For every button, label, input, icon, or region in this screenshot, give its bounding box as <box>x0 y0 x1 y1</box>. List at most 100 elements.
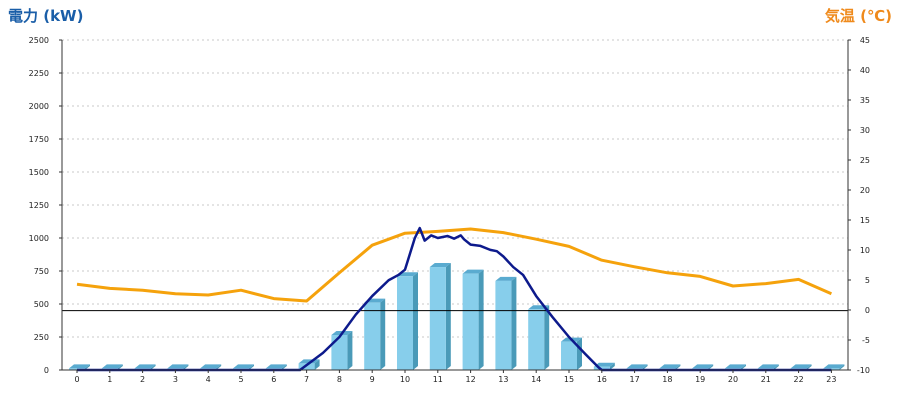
right-axis-ticks: -10 -5 0 5 10 15 20 25 30 35 40 45 <box>848 36 870 375</box>
bar-side <box>85 364 90 370</box>
right-tick-label: 30 <box>860 126 870 135</box>
x-tick-label: 7 <box>304 375 309 384</box>
bar-top <box>790 364 812 369</box>
bar-top <box>200 364 222 369</box>
x-tick-label: 3 <box>173 375 178 384</box>
bar <box>462 269 484 370</box>
right-tick-label: -5 <box>862 336 870 345</box>
left-tick-label: 1000 <box>29 234 49 243</box>
bar <box>593 362 615 370</box>
left-tick-label: 750 <box>34 267 49 276</box>
axes <box>61 40 849 371</box>
x-tick-label: 4 <box>206 375 211 384</box>
right-tick-label: 0 <box>865 306 870 315</box>
bar-side <box>511 276 517 370</box>
right-tick-label: 5 <box>865 276 870 285</box>
right-tick-label: 10 <box>860 246 870 255</box>
bar-side <box>314 359 320 370</box>
right-tick-label: 15 <box>860 216 870 225</box>
bar-side <box>281 364 287 370</box>
bar-front <box>593 366 610 370</box>
right-tick-label: -10 <box>857 366 870 375</box>
left-tick-label: 1250 <box>29 201 49 210</box>
power-bars <box>69 263 845 370</box>
right-tick-label: 25 <box>860 156 870 165</box>
left-tick-label: 500 <box>34 300 49 309</box>
x-tick-label: 22 <box>794 375 804 384</box>
bar-top <box>167 364 189 369</box>
bar-front <box>495 280 512 370</box>
bar-side <box>708 364 714 370</box>
right-tick-label: 40 <box>860 66 870 75</box>
bar-side <box>773 364 779 370</box>
x-tick-label: 16 <box>597 375 607 384</box>
bar <box>495 276 517 370</box>
left-tick-label: 2500 <box>29 36 49 45</box>
bar-top <box>429 263 451 268</box>
bar-side <box>806 364 812 370</box>
right-tick-label: 45 <box>860 36 870 45</box>
bar-side <box>216 364 222 370</box>
x-tick-label: 20 <box>728 375 738 384</box>
bar-front <box>528 309 545 370</box>
x-tick-label: 15 <box>564 375 574 384</box>
bar <box>397 272 418 370</box>
x-tick-label: 1 <box>107 375 112 384</box>
bar-front <box>298 363 315 370</box>
bar <box>331 331 353 370</box>
temperature-line <box>76 227 833 303</box>
left-tick-label: 0 <box>44 366 49 375</box>
bar-front <box>429 267 446 370</box>
bar-top <box>659 364 681 369</box>
bar-front <box>331 335 348 370</box>
right-tick-label: 35 <box>860 96 870 105</box>
x-tick-label: 13 <box>498 375 508 384</box>
bar-top <box>462 269 484 274</box>
bar-top <box>233 364 254 369</box>
bar-top <box>101 364 123 369</box>
x-tick-label: 23 <box>826 375 836 384</box>
bar-side <box>675 364 681 370</box>
left-axis-title: 電力 (kW) <box>8 7 83 25</box>
x-tick-label: 10 <box>400 375 410 384</box>
bar-side <box>249 364 254 370</box>
x-tick-label: 0 <box>74 375 79 384</box>
bar-top <box>823 364 845 369</box>
x-tick-label: 2 <box>140 375 145 384</box>
gridlines <box>62 39 848 338</box>
bar <box>561 337 582 370</box>
right-tick-label: 20 <box>860 186 870 195</box>
bar-top <box>69 364 90 369</box>
left-tick-label: 1750 <box>29 135 49 144</box>
x-tick-label: 21 <box>761 375 771 384</box>
bar-side <box>839 364 845 370</box>
bar <box>364 298 386 370</box>
x-tick-label: 14 <box>531 375 541 384</box>
bar-front <box>462 273 479 370</box>
bar-front <box>397 276 413 370</box>
bar-side <box>117 364 123 370</box>
x-tick-label: 18 <box>662 375 672 384</box>
bar-front <box>364 302 381 370</box>
bar-top <box>265 364 287 369</box>
left-tick-label: 2250 <box>29 69 49 78</box>
left-axis-ticks: 0 250 500 750 1000 1250 1500 1750 2000 2250 2500 <box>29 36 62 375</box>
x-tick-label: 8 <box>337 375 342 384</box>
bar-top <box>495 276 517 281</box>
bar-top <box>757 364 779 369</box>
x-tick-label: 17 <box>630 375 640 384</box>
x-tick-label: 6 <box>271 375 276 384</box>
left-tick-label: 250 <box>34 333 49 342</box>
x-tick-label: 11 <box>433 375 443 384</box>
bar-side <box>642 364 648 370</box>
power-line <box>77 226 832 372</box>
bar-top <box>725 364 746 369</box>
bar-side <box>544 305 550 370</box>
bar-top <box>692 364 714 369</box>
x-axis-ticks: 0 1 2 3 4 5 6 7 8 9 10 11 12 13 14 15 16 17 18 19 20 21 22 23 <box>74 370 836 384</box>
x-tick-label: 12 <box>466 375 476 384</box>
bar-side <box>577 337 582 370</box>
series-lines <box>62 226 848 372</box>
bar-side <box>478 269 484 370</box>
